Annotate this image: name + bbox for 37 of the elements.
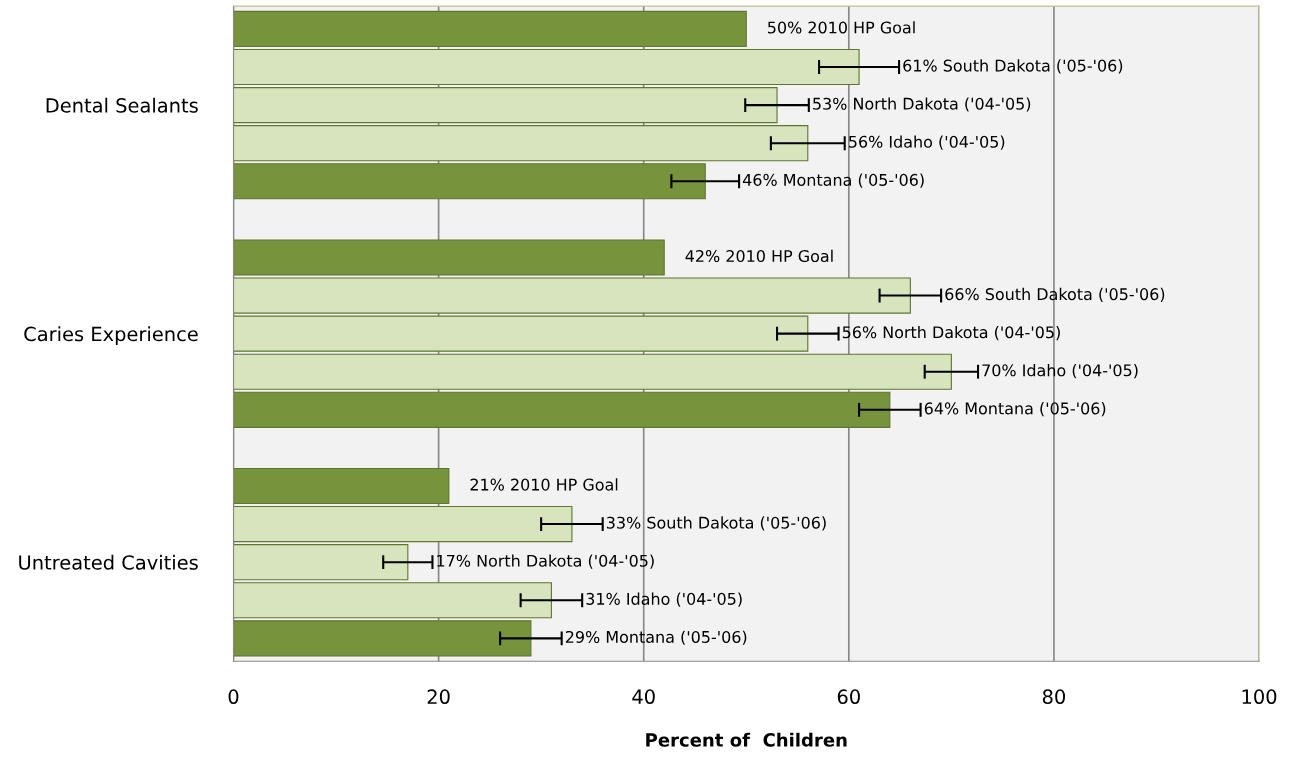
data-label: 53% North Dakota ('04-'05) [813, 97, 1031, 112]
data-label: 70% Idaho ('04-'05) [982, 364, 1138, 379]
bar [233, 163, 706, 200]
bar [233, 10, 747, 48]
bar [233, 620, 532, 657]
data-label: 29% Montana ('05-'06) [565, 630, 747, 645]
data-label: 33% South Dakota ('05-'06) [606, 516, 826, 531]
bar [233, 391, 891, 428]
data-label: 56% Idaho ('04-'05) [849, 135, 1005, 150]
x-tick-label: 20 [427, 689, 450, 705]
bar [233, 467, 450, 505]
data-label: 56% North Dakota ('04-'05) [842, 325, 1060, 341]
data-label: 17% North Dakota ('04-'05) [437, 554, 654, 569]
bar [233, 353, 952, 390]
bar [233, 48, 860, 86]
y-tick-label: Dental Sealants [46, 97, 198, 113]
x-tick-label: 60 [837, 689, 860, 705]
y-tick-label: Caries Experience [24, 326, 198, 346]
data-label: 64% Montana ('05-'06) [924, 402, 1106, 417]
data-label: 61% South Dakota ('05-'06) [903, 59, 1123, 74]
x-tick-label: 40 [632, 689, 655, 705]
bar [233, 87, 778, 124]
bar [233, 125, 809, 162]
data-label: 50% 2010 HP Goal [768, 21, 915, 34]
y-tick-label: Untreated Cavities [19, 554, 198, 570]
x-axis-title: Percent of Children [646, 732, 847, 747]
bar [233, 582, 552, 619]
data-label: 46% Montana ('05-'06) [742, 173, 924, 188]
x-tick-label: 0 [228, 689, 239, 705]
data-label: 31% Idaho ('04-'05) [586, 592, 742, 607]
x-tick-label: 100 [1242, 689, 1277, 705]
bar [233, 506, 573, 543]
x-tick-label: 80 [1042, 689, 1066, 705]
data-label: 66% South Dakota ('05-'06) [945, 287, 1165, 303]
bar [233, 544, 409, 581]
data-label: 21% 2010 HP Goal [470, 478, 618, 491]
data-label: 42% 2010 HP Goal [685, 249, 833, 263]
